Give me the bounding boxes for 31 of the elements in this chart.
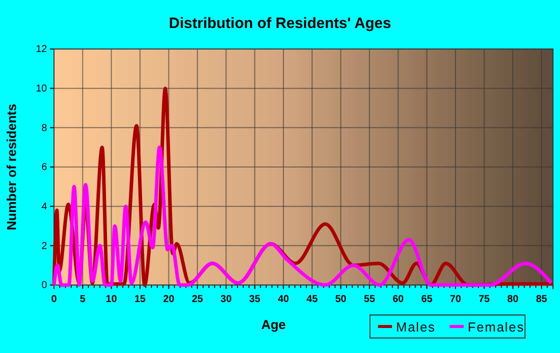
x-tick-label: 70 — [450, 294, 462, 305]
chart-title: Distribution of Residents' Ages — [168, 15, 392, 32]
line-series — [52, 146, 554, 287]
x-tick-label: 15 — [134, 294, 146, 305]
x-tick-label: 25 — [192, 294, 204, 305]
y-tick-label: 12 — [36, 44, 48, 56]
x-tick-label: 50 — [335, 294, 347, 305]
x-axis-title: Age — [261, 317, 286, 332]
x-tick-label: 45 — [306, 294, 318, 305]
y-tick-label: 2 — [41, 240, 48, 252]
legend-label: Females — [468, 320, 525, 334]
y-tick-label: 8 — [41, 122, 48, 134]
y-tick-label: 0 — [41, 280, 48, 292]
x-tick-label: 30 — [220, 294, 232, 305]
x-tick-label: 85 — [536, 294, 548, 305]
x-tick-label: 0 — [51, 294, 58, 305]
x-tick-label: 35 — [249, 294, 261, 305]
x-tick-label: 80 — [507, 294, 519, 305]
y-tick-label: 10 — [36, 84, 48, 95]
x-tick-label: 55 — [364, 294, 376, 305]
x-tick-label: 10 — [106, 294, 118, 305]
x-tick-label: 60 — [392, 294, 404, 305]
x-tick-label: 5 — [80, 294, 86, 305]
x-tick-label: 75 — [478, 294, 490, 305]
x-tick-label: 65 — [421, 294, 433, 305]
y-tick-label: 6 — [41, 162, 48, 174]
y-axis-title: Number of residents — [4, 104, 19, 230]
x-tick-label: 20 — [163, 294, 175, 305]
x-tick-label: 40 — [278, 294, 290, 305]
legend-label: Males — [396, 320, 436, 334]
y-tick-label: 4 — [41, 202, 48, 213]
